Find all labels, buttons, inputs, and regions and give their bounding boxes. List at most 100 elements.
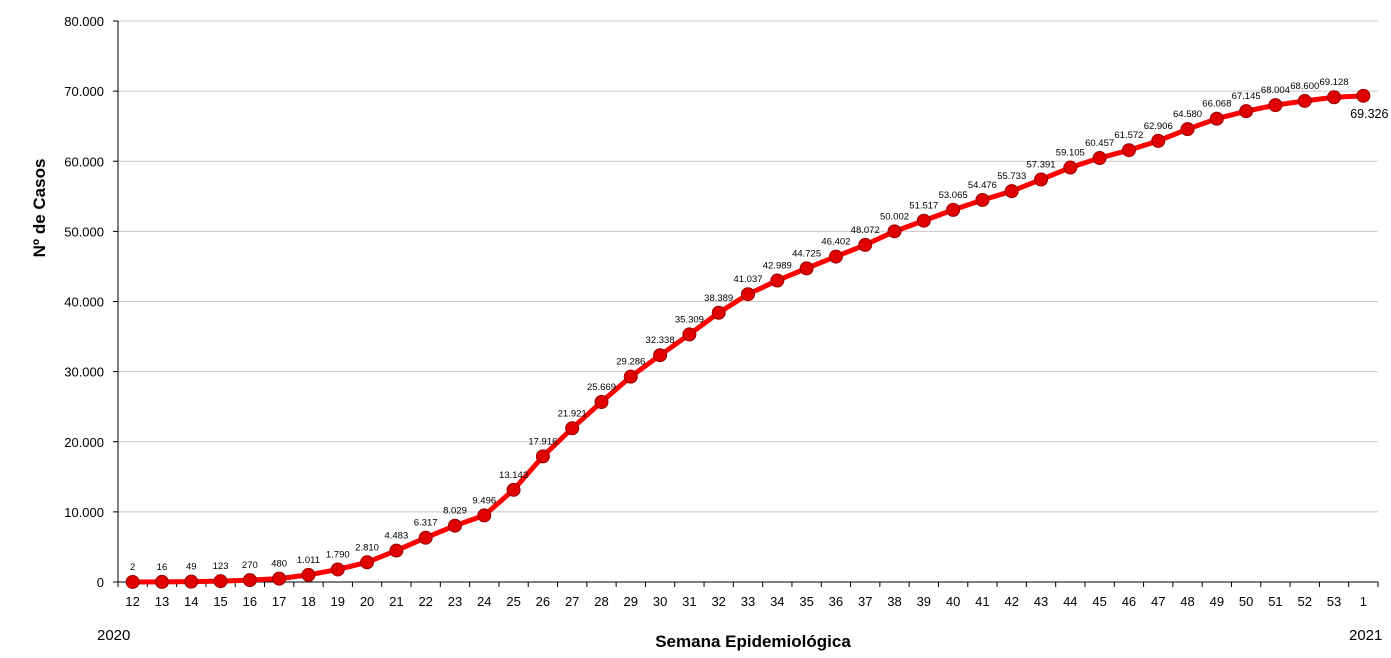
- data-label: 62.906: [1144, 121, 1173, 132]
- x-tick-label: 23: [448, 594, 462, 609]
- y-tick-label: 0: [97, 575, 104, 590]
- data-point: [126, 575, 139, 588]
- x-tick-label: 20: [360, 594, 374, 609]
- series-line-path: [133, 96, 1364, 582]
- data-label: 61.572: [1114, 130, 1143, 141]
- x-tick-label: 19: [331, 594, 345, 609]
- data-point: [155, 575, 168, 588]
- data-label: 51.517: [909, 201, 938, 212]
- data-label: 67.145: [1232, 91, 1261, 102]
- data-point: [712, 306, 725, 319]
- data-label: 41.037: [733, 274, 762, 285]
- data-label: 13.143: [499, 470, 528, 481]
- x-tick-label: 31: [682, 594, 696, 609]
- data-point: [888, 225, 901, 238]
- data-point: [243, 574, 256, 587]
- data-point: [273, 572, 286, 585]
- x-tick-label: 25: [506, 594, 520, 609]
- data-point: [1269, 99, 1282, 112]
- x-tick-label: 51: [1268, 594, 1282, 609]
- data-points: [126, 89, 1370, 588]
- data-point: [214, 575, 227, 588]
- data-label: 42.989: [763, 261, 792, 272]
- data-point: [595, 395, 608, 408]
- data-label: 2.810: [355, 542, 379, 553]
- data-point: [1298, 94, 1311, 107]
- x-tick-label: 34: [770, 594, 784, 609]
- data-label: 270: [242, 560, 258, 571]
- data-point: [1328, 91, 1341, 104]
- data-point: [771, 274, 784, 287]
- data-label: 4.483: [384, 531, 408, 542]
- data-label: 69.326: [1350, 107, 1388, 121]
- x-tick-label: 42: [1004, 594, 1018, 609]
- data-label: 25.669: [587, 382, 616, 393]
- y-tick-label: 80.000: [64, 14, 104, 29]
- x-tick-label: 27: [565, 594, 579, 609]
- data-point: [1093, 152, 1106, 165]
- data-point: [1064, 161, 1077, 174]
- data-point: [859, 238, 872, 251]
- y-tick-labels: 0 10.000 20.000 30.000 40.000 50.000 60.000 70.…: [64, 14, 104, 590]
- data-label: 59.105: [1056, 148, 1085, 159]
- x-tick-label: 45: [1092, 594, 1106, 609]
- data-label: 38.389: [704, 293, 733, 304]
- data-label: 55.733: [997, 171, 1026, 182]
- x-tick-label: 36: [829, 594, 843, 609]
- x-tick-label: 35: [799, 594, 813, 609]
- data-point: [947, 203, 960, 216]
- data-label: 49: [186, 562, 197, 573]
- data-point: [829, 250, 842, 263]
- x-tick-label: 48: [1180, 594, 1194, 609]
- x-tick-label: 53: [1327, 594, 1341, 609]
- data-label: 64.580: [1173, 109, 1202, 120]
- year-start-label: 2020: [97, 627, 130, 644]
- data-labels: 2 16 49 123 270 480 1.011 1.790 2.810 4.483 6.317 8…: [130, 77, 1389, 573]
- x-tick-label: 32: [711, 594, 725, 609]
- data-point: [1357, 89, 1370, 102]
- data-label: 69.128: [1320, 77, 1349, 88]
- data-label: 2: [130, 562, 135, 573]
- data-point: [1181, 123, 1194, 136]
- x-tick-label: 37: [858, 594, 872, 609]
- x-tick-label: 47: [1151, 594, 1165, 609]
- x-tick-label: 44: [1063, 594, 1077, 609]
- x-tick-label: 40: [946, 594, 960, 609]
- x-tick-label: 14: [184, 594, 198, 609]
- data-point: [566, 422, 579, 435]
- y-tick-label: 40.000: [64, 295, 104, 310]
- x-tick-label: 24: [477, 594, 491, 609]
- data-label: 60.457: [1085, 138, 1114, 149]
- data-label: 480: [271, 559, 287, 570]
- data-point: [390, 544, 403, 557]
- y-tick-label: 50.000: [64, 224, 104, 239]
- y-tick-label: 70.000: [64, 84, 104, 99]
- x-tick-label: 38: [887, 594, 901, 609]
- y-tick-label: 60.000: [64, 154, 104, 169]
- x-tick-label: 33: [741, 594, 755, 609]
- year-end-label: 2021: [1349, 627, 1382, 644]
- data-point: [1035, 173, 1048, 186]
- data-label: 29.286: [616, 357, 645, 368]
- data-point: [976, 193, 989, 206]
- data-label: 66.068: [1202, 99, 1231, 110]
- data-point: [361, 556, 374, 569]
- data-point: [185, 575, 198, 588]
- data-label: 1.011: [297, 555, 320, 566]
- axes: [113, 21, 1378, 587]
- data-label: 123: [213, 561, 229, 572]
- x-tick-label: 13: [155, 594, 169, 609]
- data-point: [1210, 112, 1223, 125]
- data-label: 17.916: [528, 436, 557, 447]
- data-point: [302, 568, 315, 581]
- x-axis-title: Semana Epidemiológica: [655, 632, 851, 651]
- data-label: 44.725: [792, 248, 821, 259]
- data-label: 46.402: [821, 237, 850, 248]
- data-label: 53.065: [939, 190, 968, 201]
- data-point: [800, 262, 813, 275]
- data-label: 35.309: [675, 314, 704, 325]
- x-tick-label: 12: [125, 594, 139, 609]
- y-tick-label: 10.000: [64, 505, 104, 520]
- data-label: 9.496: [472, 495, 496, 506]
- y-tick-label: 30.000: [64, 365, 104, 380]
